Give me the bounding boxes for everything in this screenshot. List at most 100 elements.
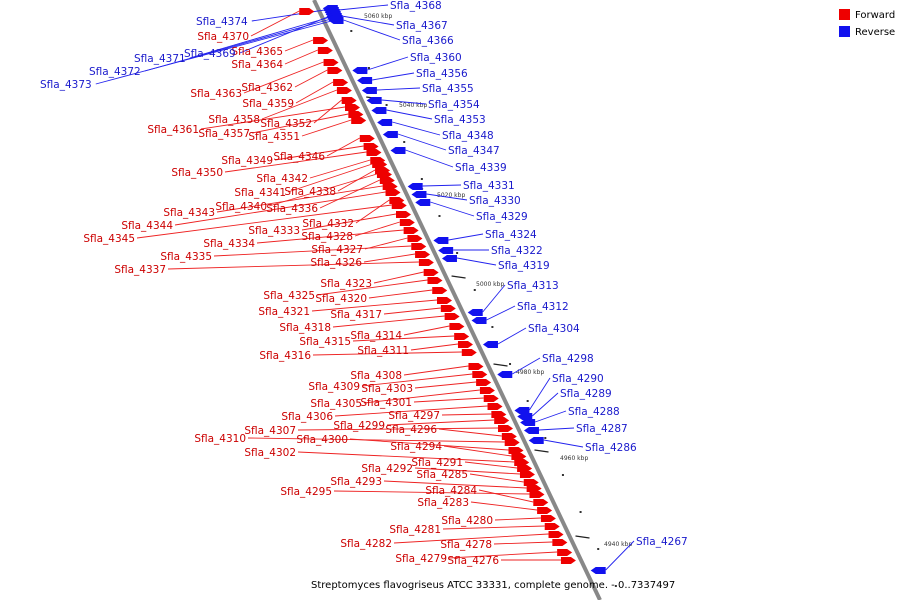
forward-gene-label[interactable]: Sfla_4341: [234, 187, 286, 199]
forward-gene-label[interactable]: Sfla_4279: [395, 553, 447, 565]
forward-gene-label[interactable]: Sfla_4351: [248, 131, 300, 143]
forward-gene-label[interactable]: Sfla_4323: [320, 278, 372, 290]
reverse-gene-label[interactable]: Sfla_4322: [491, 245, 543, 257]
reverse-gene-label[interactable]: Sfla_4319: [498, 260, 550, 272]
forward-gene-label[interactable]: Sfla_4352: [260, 118, 312, 130]
forward-gene-label[interactable]: Sfla_4293: [330, 476, 382, 488]
forward-gene-label[interactable]: Sfla_4310: [194, 433, 246, 445]
reverse-gene-label[interactable]: Sfla_4267: [636, 536, 688, 548]
forward-gene-label[interactable]: Sfla_4292: [361, 463, 413, 475]
forward-gene-label[interactable]: Sfla_4332: [302, 218, 354, 230]
forward-gene-label[interactable]: Sfla_4334: [203, 238, 255, 250]
forward-gene-label[interactable]: Sfla_4349: [221, 155, 273, 167]
forward-gene-label[interactable]: Sfla_4300: [296, 434, 348, 446]
forward-gene-label[interactable]: Sfla_4308: [350, 370, 402, 382]
forward-gene-label[interactable]: Sfla_4303: [361, 383, 413, 395]
reverse-gene-label[interactable]: Sfla_4369: [184, 48, 236, 60]
forward-gene-label[interactable]: Sfla_4325: [263, 290, 315, 302]
reverse-gene-label[interactable]: Sfla_4330: [469, 195, 521, 207]
reverse-gene-label[interactable]: Sfla_4289: [560, 388, 612, 400]
reverse-gene-label[interactable]: Sfla_4371: [134, 53, 186, 65]
forward-gene-label[interactable]: Sfla_4281: [389, 524, 441, 536]
forward-gene-label[interactable]: Sfla_4302: [244, 447, 296, 459]
forward-gene-label[interactable]: Sfla_4318: [279, 322, 331, 334]
forward-gene-label[interactable]: Sfla_4317: [330, 309, 382, 321]
forward-gene-feature: [382, 183, 398, 190]
reverse-gene-label[interactable]: Sfla_4356: [416, 68, 468, 80]
reverse-gene-label[interactable]: Sfla_4313: [507, 280, 559, 292]
reverse-gene-label[interactable]: Sfla_4339: [455, 162, 507, 174]
forward-gene-label[interactable]: Sfla_4314: [350, 330, 402, 342]
forward-gene-label[interactable]: Sfla_4361: [147, 124, 199, 136]
forward-gene-label[interactable]: Sfla_4284: [425, 485, 477, 497]
reverse-gene-label[interactable]: Sfla_4360: [410, 52, 462, 64]
reverse-gene-label[interactable]: Sfla_4312: [517, 301, 569, 313]
reverse-gene-label[interactable]: Sfla_4287: [576, 423, 628, 435]
forward-gene-label[interactable]: Sfla_4315: [299, 336, 351, 348]
forward-gene-label[interactable]: Sfla_4320: [315, 293, 367, 305]
reverse-gene-label[interactable]: Sfla_4353: [434, 114, 486, 126]
forward-gene-label[interactable]: Sfla_4358: [208, 114, 260, 126]
forward-gene-label[interactable]: Sfla_4342: [256, 173, 308, 185]
forward-gene-label[interactable]: Sfla_4365: [231, 46, 283, 58]
reverse-gene-label[interactable]: Sfla_4286: [585, 442, 637, 454]
forward-gene-label[interactable]: Sfla_4280: [441, 515, 493, 527]
reverse-gene-label[interactable]: Sfla_4324: [485, 229, 537, 241]
forward-gene-label[interactable]: Sfla_4283: [417, 497, 469, 509]
forward-gene-label[interactable]: Sfla_4357: [198, 128, 250, 140]
reverse-gene-label[interactable]: Sfla_4367: [396, 20, 448, 32]
forward-gene-label[interactable]: Sfla_4327: [311, 244, 363, 256]
forward-gene-label[interactable]: Sfla_4309: [308, 381, 360, 393]
forward-gene-label[interactable]: Sfla_4316: [259, 350, 311, 362]
forward-gene-label[interactable]: Sfla_4343: [163, 207, 215, 219]
forward-gene-label[interactable]: Sfla_4350: [171, 167, 223, 179]
forward-gene-label[interactable]: Sfla_4311: [357, 345, 409, 357]
reverse-gene-label[interactable]: Sfla_4304: [528, 323, 580, 335]
forward-gene-label[interactable]: Sfla_4328: [301, 231, 353, 243]
reverse-gene-label[interactable]: Sfla_4368: [390, 0, 442, 12]
forward-gene-label[interactable]: Sfla_4307: [244, 425, 296, 437]
forward-gene-label[interactable]: Sfla_4340: [215, 201, 267, 213]
forward-gene-label[interactable]: Sfla_4359: [242, 98, 294, 110]
forward-gene-label[interactable]: Sfla_4326: [310, 257, 362, 269]
reverse-gene-label[interactable]: Sfla_4290: [552, 373, 604, 385]
forward-gene-label[interactable]: Sfla_4363: [190, 88, 242, 100]
reverse-gene-label[interactable]: Sfla_4347: [448, 145, 500, 157]
forward-gene-label[interactable]: Sfla_4278: [440, 539, 492, 551]
forward-gene-label[interactable]: Sfla_4338: [284, 186, 336, 198]
forward-gene-label[interactable]: Sfla_4370: [197, 31, 249, 43]
forward-gene-label[interactable]: Sfla_4345: [83, 233, 135, 245]
forward-gene-label[interactable]: Sfla_4346: [273, 151, 325, 163]
reverse-gene-label[interactable]: Sfla_4373: [40, 79, 92, 91]
forward-gene-label[interactable]: Sfla_4299: [333, 420, 385, 432]
forward-gene-label[interactable]: Sfla_4276: [447, 555, 499, 567]
reverse-gene-label[interactable]: Sfla_4374: [196, 16, 248, 28]
forward-gene-label[interactable]: Sfla_4296: [385, 424, 437, 436]
reverse-gene-label[interactable]: Sfla_4355: [422, 83, 474, 95]
forward-gene-label[interactable]: Sfla_4321: [258, 306, 310, 318]
forward-gene-label[interactable]: Sfla_4362: [241, 82, 293, 94]
reverse-gene-label[interactable]: Sfla_4331: [463, 180, 515, 192]
forward-gene-label[interactable]: Sfla_4305: [310, 398, 362, 410]
forward-gene-label[interactable]: Sfla_4336: [266, 203, 318, 215]
reverse-gene-label[interactable]: Sfla_4354: [428, 99, 480, 111]
reverse-gene-label[interactable]: Sfla_4366: [402, 35, 454, 47]
forward-gene-label[interactable]: Sfla_4294: [390, 441, 442, 453]
forward-gene-label[interactable]: Sfla_4295: [280, 486, 332, 498]
reverse-gene-label[interactable]: Sfla_4372: [89, 66, 141, 78]
forward-gene-label[interactable]: Sfla_4335: [160, 251, 212, 263]
forward-gene-label[interactable]: Sfla_4333: [248, 225, 300, 237]
forward-gene-label[interactable]: Sfla_4337: [114, 264, 166, 276]
forward-gene-label[interactable]: Sfla_4344: [121, 220, 173, 232]
reverse-gene-label[interactable]: Sfla_4298: [542, 353, 594, 365]
forward-gene-label[interactable]: Sfla_4285: [416, 469, 468, 481]
reverse-gene-label[interactable]: Sfla_4329: [476, 211, 528, 223]
forward-gene-label[interactable]: Sfla_4291: [411, 457, 463, 469]
forward-gene-label[interactable]: Sfla_4297: [388, 410, 440, 422]
reverse-gene-label[interactable]: Sfla_4348: [442, 130, 494, 142]
forward-gene-label[interactable]: Sfla_4306: [281, 411, 333, 423]
forward-gene-label[interactable]: Sfla_4364: [231, 59, 283, 71]
forward-gene-label[interactable]: Sfla_4282: [340, 538, 392, 550]
forward-gene-label[interactable]: Sfla_4301: [360, 397, 412, 409]
reverse-gene-label[interactable]: Sfla_4288: [568, 406, 620, 418]
